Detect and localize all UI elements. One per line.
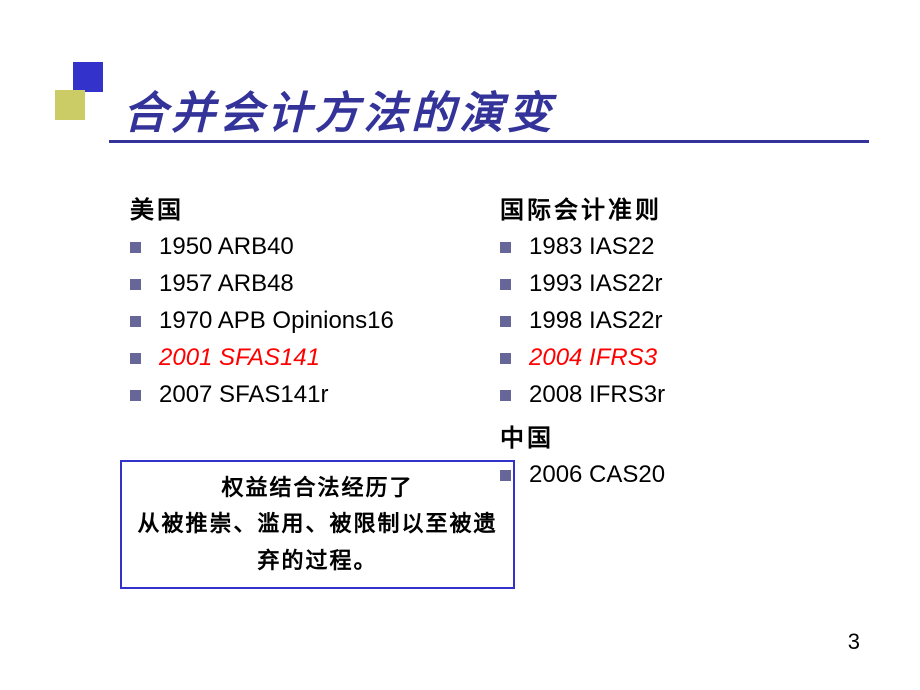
list-item: 1957 ARB48: [130, 270, 480, 298]
list-item-text: 1970 APB Opinions16: [159, 307, 394, 335]
slide-title: 合并会计方法的演变: [123, 77, 555, 141]
list-item-text: 1957 ARB48: [159, 270, 294, 298]
list-item-text: 2007 SFAS141r: [159, 381, 328, 409]
list-item-text: 2008 IFRS3r: [529, 381, 665, 409]
right-section-header: 国际会计准则: [500, 190, 850, 225]
bullet-icon: [130, 242, 141, 253]
right-section-header: 中国: [500, 418, 850, 453]
left-list: 1950 ARB40 1957 ARB48 1970 APB Opinions16 2…: [130, 233, 480, 409]
list-item: 2007 SFAS141r: [130, 381, 480, 409]
left-column: 美国 1950 ARB40 1957 ARB48 1970 APB Opinions…: [130, 190, 480, 498]
bullet-icon: [500, 279, 511, 290]
list-item: 1993 IAS22r: [500, 270, 850, 298]
summary-line2: 从被推崇、滥用、被限制以至被遗弃的过程。: [132, 506, 503, 579]
bullet-icon: [500, 316, 511, 327]
bullet-icon: [500, 390, 511, 401]
list-item: 1950 ARB40: [130, 233, 480, 261]
bullet-icon: [130, 279, 141, 290]
list-item-text: 2004 IFRS3: [529, 344, 657, 372]
list-item: 1970 APB Opinions16: [130, 307, 480, 335]
summary-line1: 权益结合法经历了: [132, 470, 503, 506]
list-item-text: 2006 CAS20: [529, 461, 665, 489]
list-item-text: 2001 SFAS141: [159, 344, 320, 372]
right-list: 1983 IAS22 1993 IAS22r 1998 IAS22r 2004 IFR…: [500, 233, 850, 409]
list-item-text: 1950 ARB40: [159, 233, 294, 261]
right-column: 国际会计准则 1983 IAS22 1993 IAS22r 1998 IAS22r 20…: [500, 190, 850, 498]
list-item-text: 1993 IAS22r: [529, 270, 662, 298]
bullet-icon: [130, 316, 141, 327]
summary-box: 权益结合法经历了 从被推崇、滥用、被限制以至被遗弃的过程。: [120, 460, 515, 589]
list-item: 1998 IAS22r: [500, 307, 850, 335]
bullet-icon: [500, 353, 511, 364]
list-item: 2004 IFRS3: [500, 344, 850, 372]
title-underline: [109, 140, 869, 143]
list-item: 2008 IFRS3r: [500, 381, 850, 409]
bullet-icon: [130, 390, 141, 401]
list-item: 1983 IAS22: [500, 233, 850, 261]
bullet-icon: [130, 353, 141, 364]
list-item: 2006 CAS20: [500, 461, 850, 489]
list-item: 2001 SFAS141: [130, 344, 480, 372]
page-number: 3: [848, 629, 860, 655]
right-list: 2006 CAS20: [500, 461, 850, 489]
decoration-square-secondary: [55, 90, 85, 120]
list-item-text: 1998 IAS22r: [529, 307, 662, 335]
decoration-square-primary: [73, 62, 103, 92]
content-area: 美国 1950 ARB40 1957 ARB48 1970 APB Opinions…: [130, 190, 850, 498]
left-section-header: 美国: [130, 190, 480, 225]
bullet-icon: [500, 242, 511, 253]
list-item-text: 1983 IAS22: [529, 233, 654, 261]
